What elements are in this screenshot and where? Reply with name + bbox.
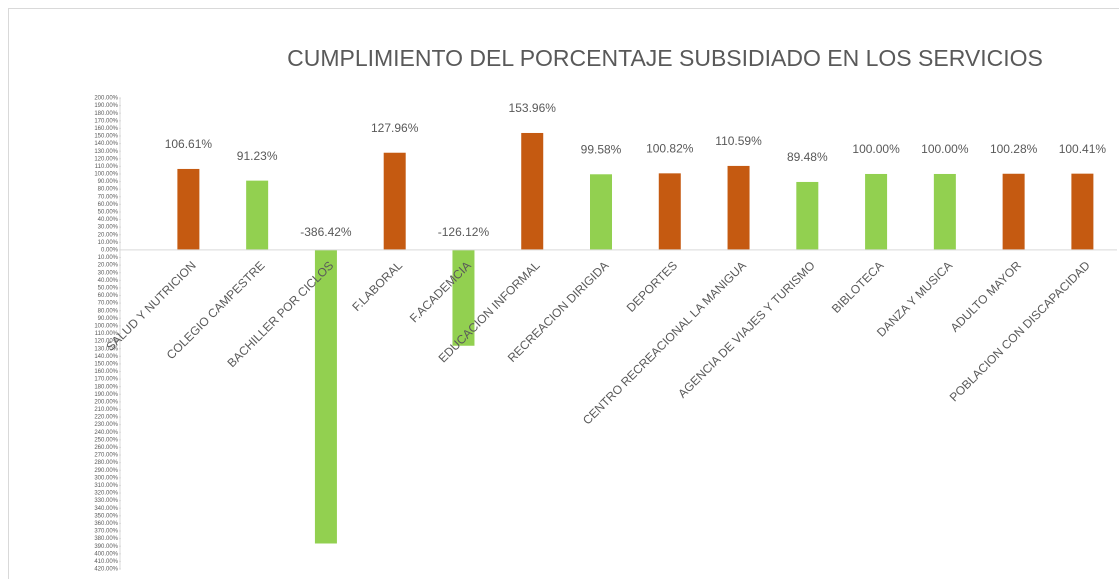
y-tick-label: 50.00% [98,285,119,291]
y-tick-label: 140.00% [94,141,118,147]
y-tick-label: 190.00% [94,103,118,109]
data-label: 91.23% [237,149,278,163]
y-tick-label: 80.00% [98,187,119,193]
bar [452,249,475,346]
y-tick-label: 40.00% [98,278,119,284]
y-tick-label: 360.00% [94,521,118,527]
y-tick-label: 90.00% [98,316,119,322]
y-tick-label: 180.00% [94,111,118,117]
y-tick-label: 70.00% [98,194,119,200]
y-tick-label: 380.00% [94,536,118,542]
data-label: 100.00% [852,142,900,156]
y-tick-label: 410.00% [94,559,118,565]
y-tick-label: 200.00% [94,96,118,102]
data-label: 100.28% [990,142,1038,156]
chart-title: CUMPLIMIENTO DEL PORCENTAJE SUBSIDIADO E… [287,45,1043,71]
y-tick-label: 260.00% [94,445,118,451]
y-tick-label: 130.00% [94,149,118,155]
y-tick-label: 240.00% [94,430,118,436]
y-tick-label: 50.00% [98,210,119,216]
y-tick-label: 120.00% [94,156,118,162]
bar [933,173,956,250]
y-tick-label: 150.00% [94,361,118,367]
y-tick-label: 140.00% [94,354,118,360]
bar [658,173,681,250]
y-tick-label: 170.00% [94,118,118,124]
data-label: -126.12% [438,225,490,239]
y-tick-label: 290.00% [94,468,118,474]
y-tick-label: 400.00% [94,551,118,557]
y-tick-label: 10.00% [98,255,119,261]
y-tick-label: 60.00% [98,293,119,299]
data-label: -386.42% [300,225,352,239]
data-label: 106.61% [165,137,213,151]
y-tick-label: 110.00% [95,331,119,337]
y-tick-label: 340.00% [94,506,118,512]
bar [1002,173,1025,250]
bar [796,181,819,250]
y-tick-label: 280.00% [94,460,118,466]
y-tick-label: 100.00% [94,323,118,329]
bar [177,168,200,250]
y-tick-label: 20.00% [98,263,119,269]
bar [1071,173,1094,250]
y-tick-label: 180.00% [94,384,118,390]
y-tick-label: 10.00% [98,240,119,246]
y-tick-label: 270.00% [94,453,118,459]
y-tick-label: 220.00% [94,415,118,421]
data-label: 89.48% [787,150,828,164]
data-label: 110.59% [715,134,762,148]
bar [314,249,337,544]
y-tick-label: 70.00% [98,301,119,307]
bar [590,174,613,250]
y-tick-label: 130.00% [94,346,118,352]
y-tick-label: 330.00% [94,498,118,504]
y-tick-label: 20.00% [98,232,119,238]
data-label: 127.96% [371,121,419,135]
chart-frame [8,8,1119,579]
y-tick-label: 200.00% [94,399,118,405]
y-tick-label: 300.00% [94,475,118,481]
y-tick-label: 420.00% [94,567,118,573]
y-tick-label: 210.00% [94,407,118,413]
y-tick-label: 60.00% [98,202,119,208]
y-tick-label: 370.00% [94,529,118,535]
bar [246,180,269,250]
y-tick-label: 250.00% [94,437,118,443]
y-tick-label: 350.00% [94,513,118,519]
y-tick-label: 310.00% [94,483,118,489]
y-tick-label: 150.00% [94,134,118,140]
bar [521,132,544,250]
bar [865,173,888,250]
y-tick-label: 80.00% [98,308,119,314]
data-label: 100.41% [1059,142,1107,156]
y-tick-label: 100.00% [94,172,118,178]
bar [727,165,750,250]
data-label: 100.00% [921,142,969,156]
y-tick-label: 390.00% [94,544,118,550]
bar [383,152,406,250]
data-label: 153.96% [509,101,557,115]
y-tick-label: 230.00% [94,422,118,428]
y-tick-label: 170.00% [94,377,118,383]
y-tick-label: 160.00% [94,369,118,375]
data-label: 100.82% [646,142,694,156]
y-tick-label: 30.00% [98,225,119,231]
y-tick-label: 30.00% [98,270,119,276]
y-tick-label: 40.00% [98,217,119,223]
y-tick-label: 320.00% [94,491,118,497]
y-tick-label: 0.00% [101,248,119,254]
y-tick-label: 160.00% [94,126,118,132]
data-label: 99.58% [581,142,622,156]
y-tick-label: 90.00% [98,179,119,185]
y-tick-label: 190.00% [94,392,118,398]
y-tick-label: 120.00% [94,339,118,345]
y-tick-label: 110.00% [95,164,119,170]
